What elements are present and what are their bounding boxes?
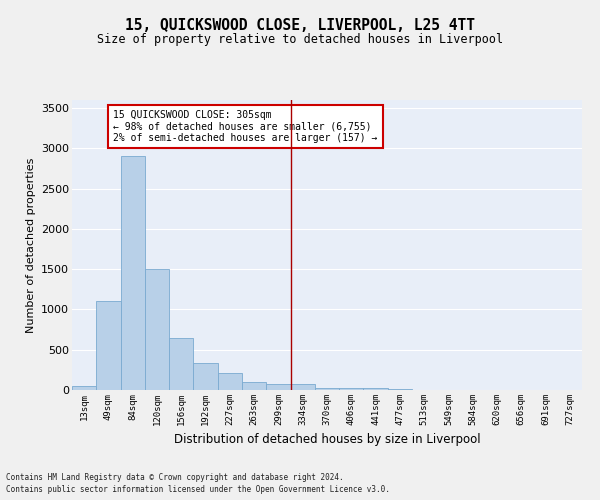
X-axis label: Distribution of detached houses by size in Liverpool: Distribution of detached houses by size … <box>173 434 481 446</box>
Bar <box>266 384 290 390</box>
Bar <box>290 384 315 390</box>
Bar <box>121 156 145 390</box>
Text: 15, QUICKSWOOD CLOSE, LIVERPOOL, L25 4TT: 15, QUICKSWOOD CLOSE, LIVERPOOL, L25 4TT <box>125 18 475 32</box>
Bar <box>339 388 364 390</box>
Bar <box>145 269 169 390</box>
Text: Size of property relative to detached houses in Liverpool: Size of property relative to detached ho… <box>97 32 503 46</box>
Y-axis label: Number of detached properties: Number of detached properties <box>26 158 35 332</box>
Bar <box>388 389 412 390</box>
Bar <box>96 302 121 390</box>
Text: Contains HM Land Registry data © Crown copyright and database right 2024.: Contains HM Land Registry data © Crown c… <box>6 473 344 482</box>
Bar <box>193 364 218 390</box>
Bar <box>169 338 193 390</box>
Text: Contains public sector information licensed under the Open Government Licence v3: Contains public sector information licen… <box>6 486 390 494</box>
Bar <box>218 373 242 390</box>
Bar <box>364 388 388 390</box>
Text: 15 QUICKSWOOD CLOSE: 305sqm
← 98% of detached houses are smaller (6,755)
2% of s: 15 QUICKSWOOD CLOSE: 305sqm ← 98% of det… <box>113 110 377 143</box>
Bar <box>242 382 266 390</box>
Bar <box>315 388 339 390</box>
Bar <box>72 386 96 390</box>
